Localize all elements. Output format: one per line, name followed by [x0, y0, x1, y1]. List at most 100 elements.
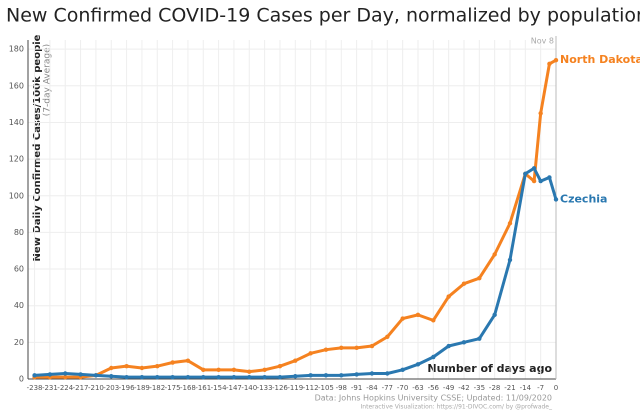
data-point [262, 374, 267, 380]
data-point [369, 343, 375, 349]
data-point [385, 371, 390, 376]
data-point [461, 340, 467, 345]
data-point [339, 373, 344, 378]
y-tick-label: 20 [14, 338, 24, 347]
y-tick-label: 120 [9, 155, 24, 164]
x-tick-label: -126 [272, 384, 288, 392]
data-point [47, 372, 53, 377]
data-point [231, 374, 237, 380]
data-point [262, 367, 267, 373]
y-axis-label: New Daily Confirmed Cases/100k people [32, 34, 43, 261]
x-tick-label: -133 [257, 384, 273, 392]
data-point [277, 374, 283, 380]
x-tick-label: -7 [537, 384, 544, 392]
chart-title: New Confirmed COVID-19 Cases per Day, no… [6, 5, 640, 27]
data-point [63, 374, 68, 380]
data-point [78, 372, 83, 377]
data-point [308, 373, 313, 378]
data-point [446, 343, 451, 349]
x-tick-label: -196 [119, 384, 135, 392]
x-tick-label: 0 [554, 384, 558, 392]
x-tick-label: -105 [318, 384, 334, 392]
y-tick-label: 80 [14, 228, 24, 237]
x-tick-label: -217 [73, 384, 89, 392]
y-axis-sublabel: (7-day Average) [43, 44, 53, 116]
data-point [400, 367, 405, 373]
data-point [247, 369, 252, 374]
data-point [415, 362, 421, 367]
y-tick-label: 60 [14, 265, 24, 274]
data-point [308, 351, 313, 356]
data-point [531, 178, 537, 184]
data-point [323, 373, 329, 378]
credit: Interactive Visualization: https://91-DI… [361, 404, 553, 411]
data-point [201, 374, 206, 380]
data-point [547, 175, 552, 180]
data-point [109, 374, 114, 379]
x-tick-label: -168 [180, 384, 196, 392]
data-point [109, 365, 114, 371]
data-point [446, 294, 451, 299]
data-point [139, 365, 145, 371]
series-label: North Dakota [560, 53, 640, 66]
data-point [293, 374, 298, 379]
data-point [547, 61, 552, 67]
data-point [170, 360, 175, 365]
x-tick-label: -70 [397, 384, 408, 392]
x-tick-label: -231 [42, 384, 58, 392]
y-tick-label: 160 [9, 81, 24, 90]
data-point [216, 367, 221, 373]
x-tick-label: -91 [351, 384, 362, 392]
y-tick-label: 140 [9, 118, 24, 127]
y-tick-label: 0 [19, 375, 24, 384]
y-tick-label: 100 [9, 191, 24, 200]
x-tick-label: -175 [165, 384, 181, 392]
data-point [185, 358, 191, 363]
x-tick-label: -49 [443, 384, 454, 392]
data-point [185, 374, 191, 380]
data-point [553, 57, 559, 63]
data-point [63, 371, 68, 376]
y-tick-label: 40 [14, 301, 24, 310]
data-point [553, 197, 559, 202]
data-point [354, 372, 359, 377]
x-tick-label: -224 [57, 384, 73, 392]
x-tick-label: -238 [27, 384, 43, 392]
x-tick-label: -182 [149, 384, 165, 392]
data-point [431, 318, 436, 323]
data-point [492, 312, 497, 318]
data-point [461, 281, 467, 286]
data-point [155, 363, 160, 369]
date-marker-label: Nov 8 [531, 37, 554, 46]
x-tick-label: -28 [489, 384, 500, 392]
data-point [247, 374, 252, 380]
data-point [507, 221, 513, 226]
data-point [523, 171, 528, 176]
data-point [323, 347, 329, 352]
data-point [93, 373, 99, 378]
data-point [339, 345, 344, 351]
data-point [139, 374, 145, 380]
x-tick-label: -210 [88, 384, 104, 392]
x-tick-label: -203 [103, 384, 119, 392]
data-point [538, 111, 543, 116]
data-point [477, 336, 482, 341]
x-tick-label: -56 [428, 384, 440, 392]
data-point [477, 276, 482, 281]
series-label: Czechia [560, 192, 607, 205]
y-tick-label: 180 [9, 45, 24, 54]
x-tick-label: -21 [504, 384, 515, 392]
x-tick-label: -42 [458, 384, 469, 392]
x-tick-label: -77 [382, 384, 393, 392]
data-point [415, 312, 421, 318]
x-axis-label: Number of days ago [427, 362, 552, 375]
data-point [170, 374, 175, 380]
data-point [369, 371, 375, 376]
source: Data: Johns Hopkins University CSSE; Upd… [315, 394, 552, 403]
x-tick-label: -161 [195, 384, 211, 392]
x-tick-label: -140 [241, 384, 257, 392]
x-tick-label: -84 [366, 384, 378, 392]
x-tick-label: -14 [520, 384, 532, 392]
x-tick-label: -119 [287, 384, 303, 392]
data-point [400, 316, 405, 321]
